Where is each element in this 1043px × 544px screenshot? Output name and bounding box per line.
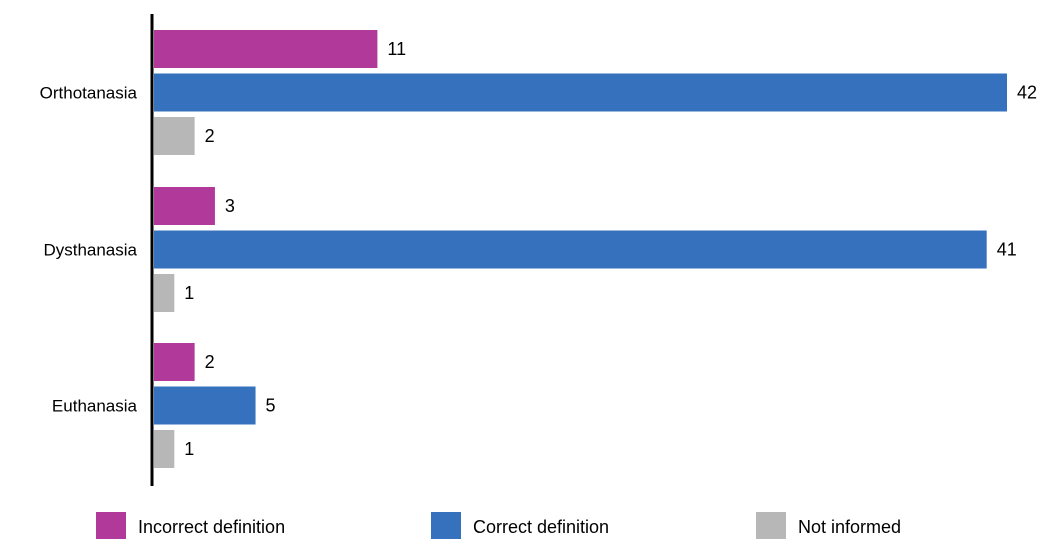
category-label-euthanasia: Euthanasia (52, 397, 138, 416)
category-label-orthotanasia: Orthotanasia (40, 84, 138, 103)
bar-euthanasia-incorrect-definition (154, 343, 195, 381)
bars-group (154, 30, 1007, 468)
value-label-orthotanasia-not-informed: 2 (205, 126, 215, 146)
value-label-dysthanasia-incorrect-definition: 3 (225, 196, 235, 216)
bar-orthotanasia-not-informed (154, 117, 195, 155)
legend-swatch-incorrect-definition (96, 512, 126, 539)
bar-orthotanasia-correct-definition (154, 73, 1007, 112)
category-labels-group: Orthotanasia Dysthanasia Euthanasia (40, 84, 138, 416)
legend-label-correct-definition: Correct definition (473, 517, 609, 537)
bar-orthotanasia-incorrect-definition (154, 30, 378, 68)
legend-label-incorrect-definition: Incorrect definition (138, 517, 285, 537)
value-label-euthanasia-not-informed: 1 (184, 439, 194, 459)
value-labels-group: 11 42 2 3 41 1 2 5 1 (184, 39, 1037, 459)
bar-dysthanasia-not-informed (154, 274, 175, 312)
value-label-dysthanasia-not-informed: 1 (184, 283, 194, 303)
legend: Incorrect definition Correct definition No… (96, 512, 901, 539)
bar-euthanasia-not-informed (154, 430, 175, 468)
value-label-euthanasia-correct-definition: 5 (266, 396, 276, 416)
bar-euthanasia-correct-definition (154, 386, 256, 425)
legend-swatch-correct-definition (431, 512, 461, 539)
value-label-orthotanasia-correct-definition: 42 (1017, 83, 1037, 103)
value-label-euthanasia-incorrect-definition: 2 (205, 352, 215, 372)
legend-swatch-not-informed (756, 512, 786, 539)
value-label-orthotanasia-incorrect-definition: 11 (387, 39, 406, 59)
category-label-dysthanasia: Dysthanasia (43, 241, 137, 260)
legend-label-not-informed: Not informed (798, 517, 901, 537)
bar-dysthanasia-correct-definition (154, 230, 987, 269)
bar-dysthanasia-incorrect-definition (154, 187, 215, 225)
value-label-dysthanasia-correct-definition: 41 (997, 240, 1017, 260)
